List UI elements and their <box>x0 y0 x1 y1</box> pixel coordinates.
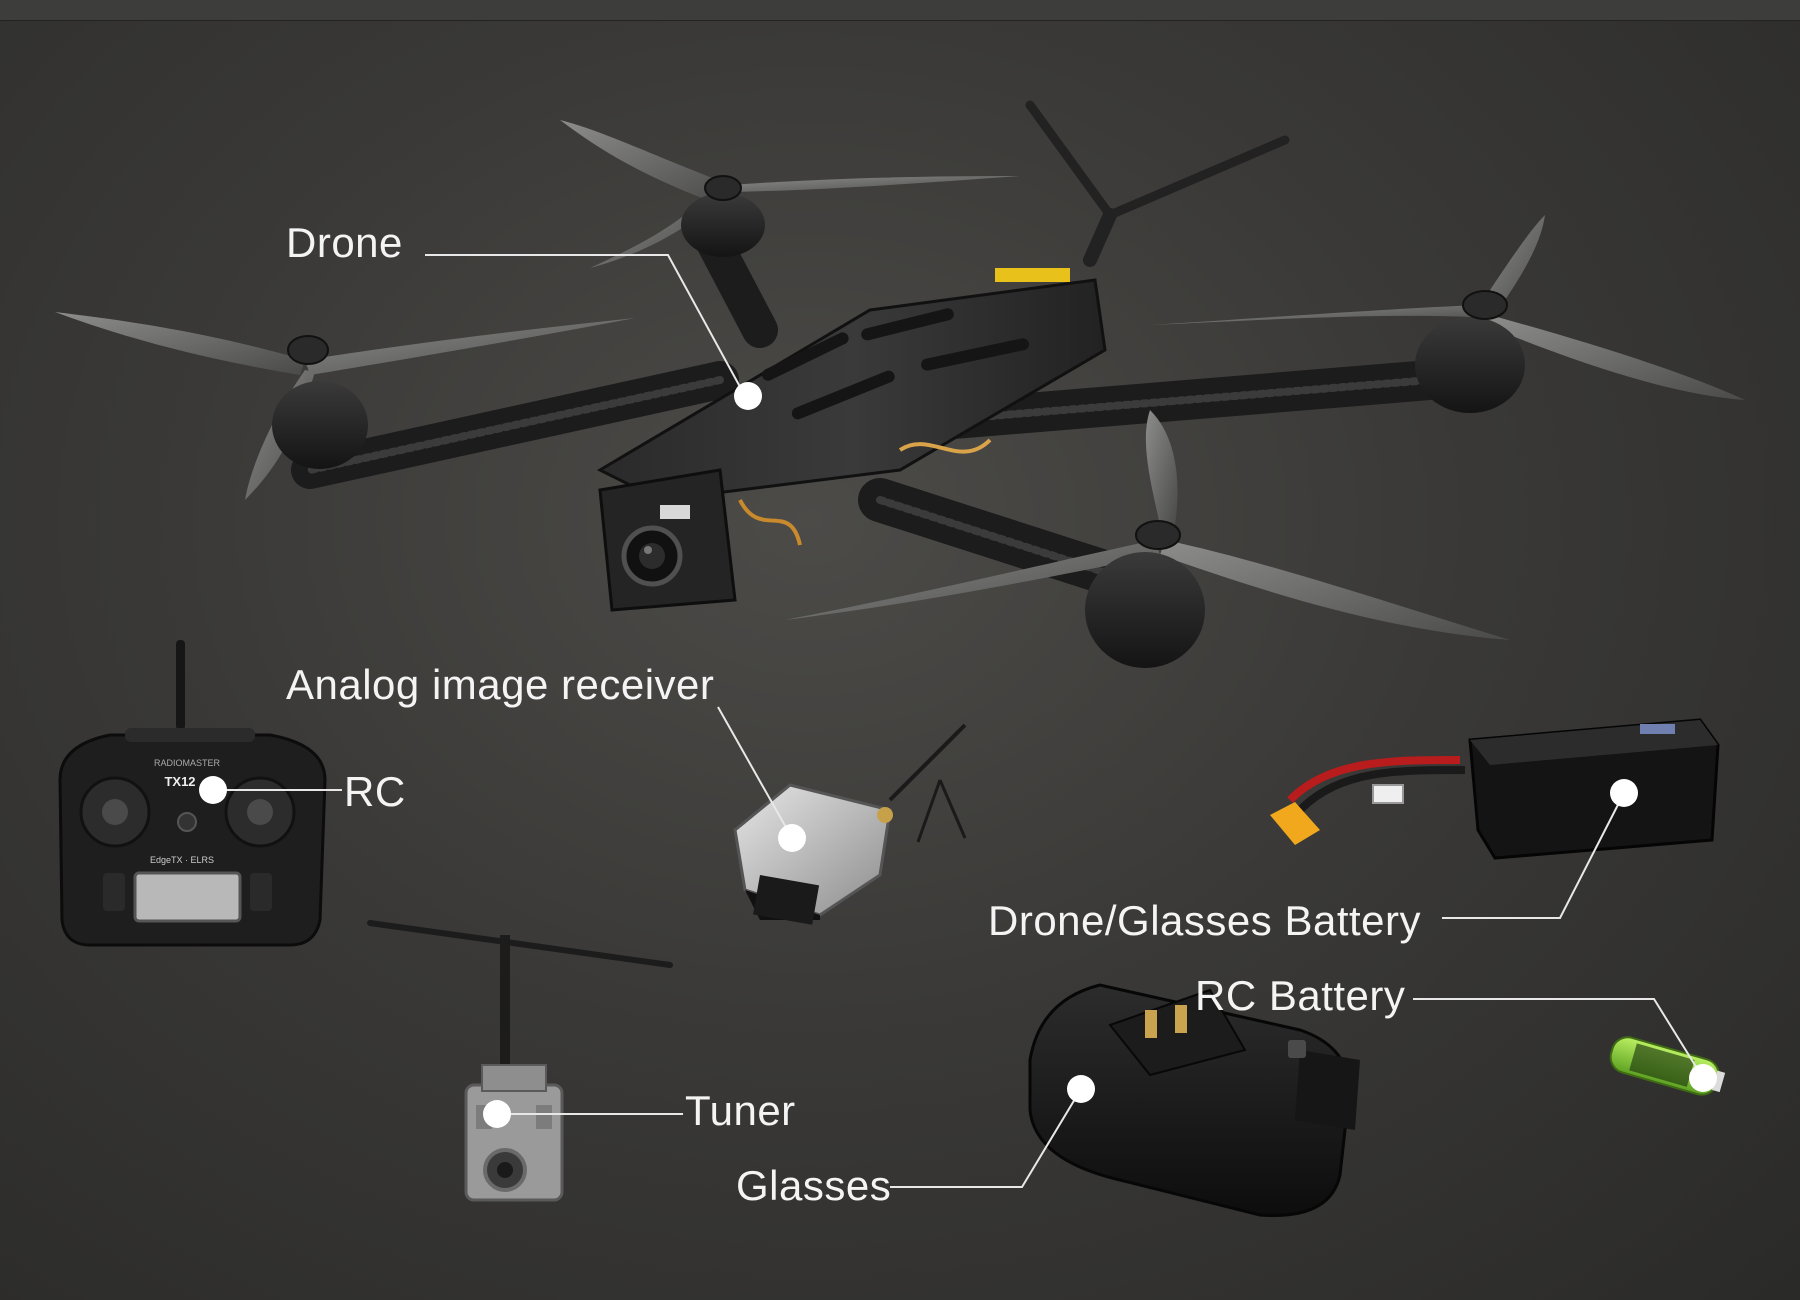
rc-brand-text: RADIOMASTER <box>154 758 221 768</box>
leader-rc-battery <box>1413 998 1704 1079</box>
motor-back-left <box>560 120 1020 268</box>
drone-icon <box>55 100 1745 668</box>
marker-rc <box>199 776 227 804</box>
video-receiver-icon <box>733 723 967 925</box>
label-glasses: Glasses <box>736 1162 892 1209</box>
drone-camera <box>598 468 737 612</box>
label-rc: RC <box>344 768 406 815</box>
top-bar <box>0 0 1800 21</box>
marker-drone-battery <box>1610 779 1638 807</box>
label-drone: Drone <box>286 219 403 266</box>
rc-model-text: TX12 <box>164 774 195 789</box>
label-drone-glasses-battery: Drone/Glasses Battery <box>988 897 1422 944</box>
leader-drone <box>425 254 746 397</box>
marker-analog-receiver <box>778 824 806 852</box>
markers <box>199 382 1717 1128</box>
lipo-battery-icon <box>1270 718 1720 860</box>
label-tuner: Tuner <box>685 1087 796 1134</box>
marker-glasses <box>1067 1075 1095 1103</box>
motor-front-left <box>55 312 635 500</box>
marker-drone <box>734 382 762 410</box>
drone-antenna <box>1025 100 1290 267</box>
leader-analog-receiver <box>717 706 793 839</box>
drone-plate-slots <box>762 308 1029 420</box>
motor-back-right <box>1150 215 1745 413</box>
fpv-goggles-icon <box>1028 983 1360 1217</box>
leader-glasses <box>890 1088 1082 1188</box>
marker-tuner <box>483 1100 511 1128</box>
label-analog-receiver: Analog image receiver <box>286 661 715 708</box>
leader-lines <box>213 254 1704 1188</box>
elrs-module-icon <box>367 920 673 1202</box>
radio-controller-icon <box>58 640 327 947</box>
drone-strap <box>995 268 1070 282</box>
rc-firmware-text: EdgeTX · ELRS <box>150 855 214 865</box>
leader-drone-battery <box>1442 792 1625 919</box>
label-rc-battery: RC Battery <box>1195 972 1406 1019</box>
marker-rc-battery <box>1689 1064 1717 1092</box>
motor-front-right <box>785 410 1510 668</box>
